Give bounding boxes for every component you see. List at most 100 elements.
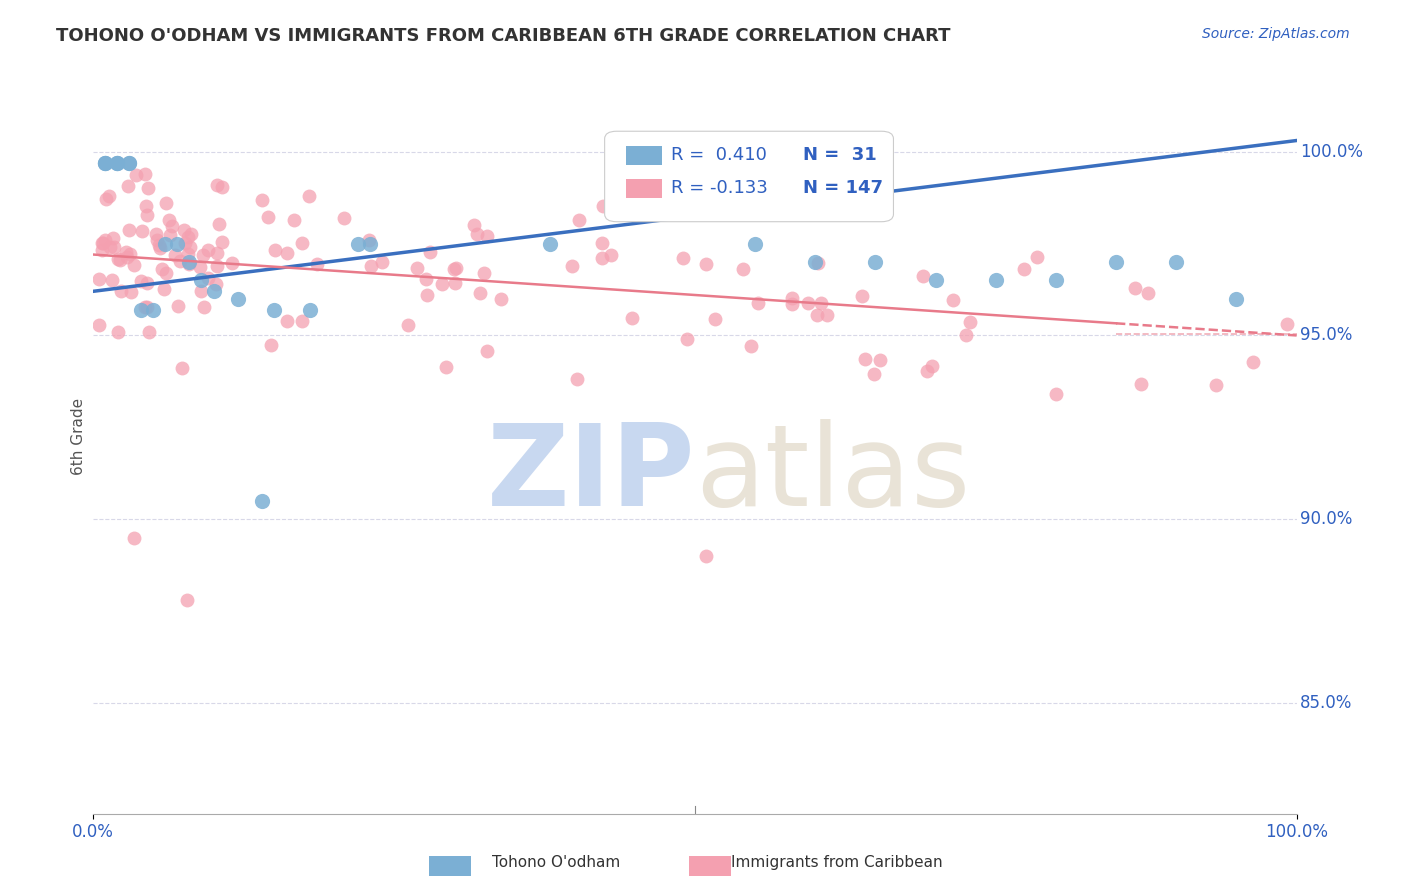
Point <box>731 262 754 277</box>
Point <box>912 269 935 284</box>
FancyBboxPatch shape <box>605 131 893 222</box>
Point <box>1205 378 1227 392</box>
Point <box>591 235 613 250</box>
Point <box>190 273 212 287</box>
Point <box>211 235 233 249</box>
Bar <box>626 178 662 198</box>
Text: R =  0.410: R = 0.410 <box>671 146 766 164</box>
Point <box>592 199 614 213</box>
Point <box>264 244 287 258</box>
Point <box>807 256 830 270</box>
Point <box>405 260 427 275</box>
Point <box>155 236 177 251</box>
Point <box>291 235 314 250</box>
Point <box>118 247 141 261</box>
Point <box>468 286 491 301</box>
Point <box>283 212 305 227</box>
Point <box>159 228 181 243</box>
Point <box>145 233 167 247</box>
Point <box>1014 261 1036 276</box>
Point <box>1275 318 1298 332</box>
Point <box>250 494 273 508</box>
Point <box>1045 273 1067 287</box>
Point <box>122 531 145 545</box>
Point <box>672 251 695 265</box>
Point <box>105 155 128 169</box>
Point <box>1123 281 1146 295</box>
Point <box>197 243 219 257</box>
Point <box>94 155 117 169</box>
Bar <box>626 146 662 165</box>
Point <box>134 300 156 314</box>
Point <box>176 247 198 261</box>
Point <box>177 230 200 244</box>
Point <box>180 227 202 241</box>
Text: 100.0%: 100.0% <box>1301 143 1364 161</box>
Point <box>747 295 769 310</box>
Point <box>155 196 177 211</box>
Point <box>540 236 562 251</box>
Point <box>815 308 838 322</box>
Point <box>150 262 173 277</box>
Text: 85.0%: 85.0% <box>1301 694 1353 712</box>
Point <box>89 271 111 285</box>
Text: 95.0%: 95.0% <box>1301 326 1353 344</box>
Point <box>115 250 138 264</box>
Point <box>415 272 437 286</box>
Point <box>211 179 233 194</box>
Point <box>869 352 891 367</box>
Point <box>136 208 159 222</box>
Point <box>1241 355 1264 369</box>
Point <box>138 325 160 339</box>
Point <box>347 236 370 251</box>
Point <box>360 259 382 273</box>
Point <box>463 219 485 233</box>
Point <box>443 262 465 277</box>
Text: Source: ZipAtlas.com: Source: ZipAtlas.com <box>1202 27 1350 41</box>
Point <box>1137 286 1160 301</box>
Text: R = -0.133: R = -0.133 <box>671 178 768 197</box>
Point <box>862 367 884 381</box>
Point <box>599 248 621 262</box>
Point <box>135 301 157 315</box>
Point <box>419 244 441 259</box>
Text: atlas: atlas <box>695 419 970 530</box>
Point <box>179 255 201 269</box>
Point <box>188 260 211 274</box>
Point <box>129 274 152 288</box>
Point <box>125 168 148 182</box>
Point <box>122 258 145 272</box>
Y-axis label: 6th Grade: 6th Grade <box>72 398 86 475</box>
Point <box>298 302 321 317</box>
Point <box>291 314 314 328</box>
Point <box>780 297 803 311</box>
Point <box>810 295 832 310</box>
Point <box>475 228 498 243</box>
Point <box>221 256 243 270</box>
Point <box>359 233 381 247</box>
Point <box>955 327 977 342</box>
Point <box>118 155 141 169</box>
Point <box>134 167 156 181</box>
Point <box>176 593 198 607</box>
Point <box>621 311 644 326</box>
Point <box>142 302 165 317</box>
Point <box>118 222 141 236</box>
Point <box>103 240 125 254</box>
Point <box>160 219 183 233</box>
Point <box>131 224 153 238</box>
Point <box>704 312 727 326</box>
Point <box>797 296 820 310</box>
Point <box>307 257 329 271</box>
Point <box>117 179 139 194</box>
Point <box>91 235 114 250</box>
Point <box>107 252 129 266</box>
Point <box>202 285 225 299</box>
Point <box>94 155 117 169</box>
Text: Tohono O'odham: Tohono O'odham <box>492 855 620 870</box>
Point <box>804 255 827 269</box>
Point <box>257 210 280 224</box>
Point <box>135 277 157 291</box>
Point <box>561 259 583 273</box>
Point <box>1130 377 1153 392</box>
